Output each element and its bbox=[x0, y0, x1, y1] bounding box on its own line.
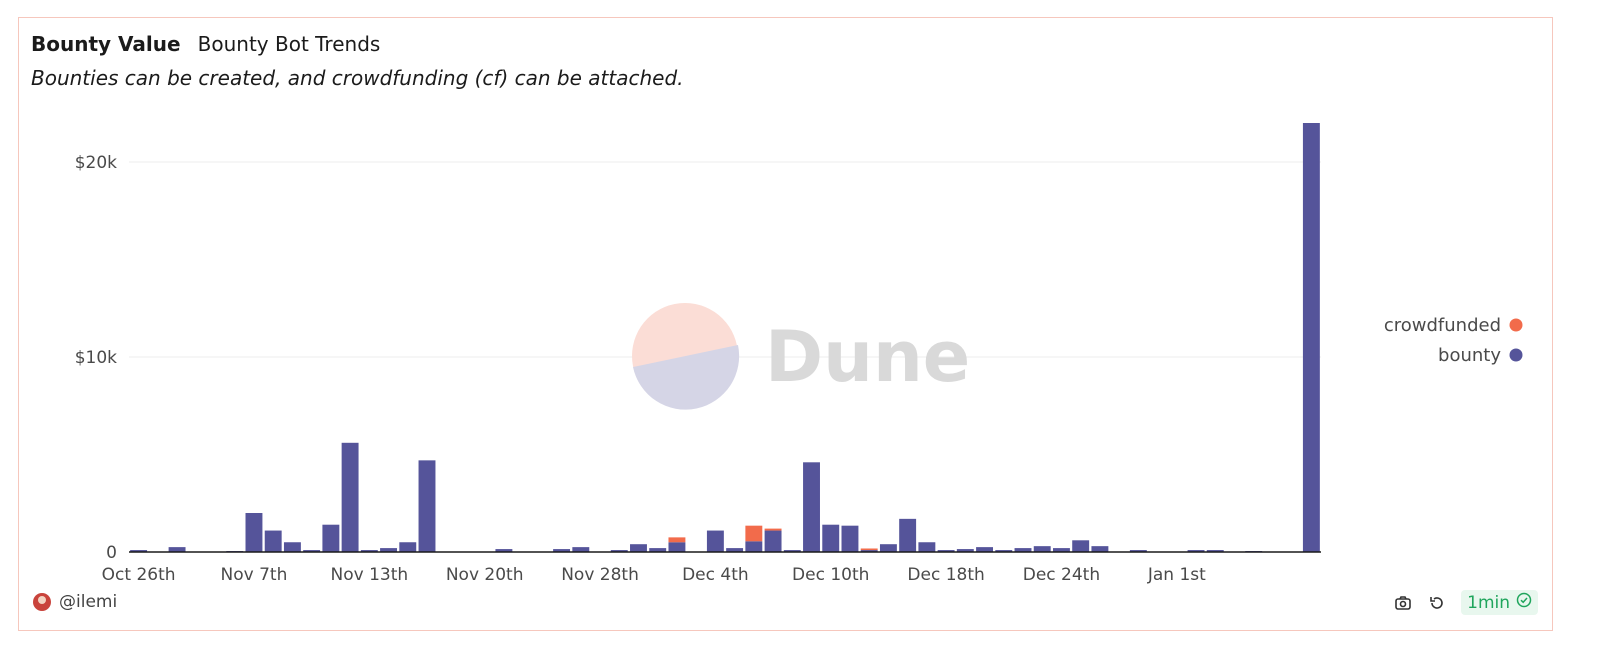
chart-title: Bounty Value bbox=[31, 32, 181, 56]
bar-bounty[interactable] bbox=[956, 549, 974, 552]
bar-bounty[interactable] bbox=[649, 548, 667, 552]
chart-card: Bounty Value Bounty Bot Trends Bounties … bbox=[18, 17, 1553, 631]
bar-bounty[interactable] bbox=[822, 524, 840, 552]
dashboard-name: Bounty Bot Trends bbox=[197, 32, 381, 56]
legend-swatch-bounty[interactable] bbox=[1509, 348, 1523, 362]
dune-watermark: Dune bbox=[632, 303, 970, 410]
x-tick-label: Dec 24th bbox=[1023, 565, 1100, 585]
x-tick-label: Dec 10th bbox=[792, 565, 869, 585]
bar-bounty[interactable] bbox=[245, 513, 263, 552]
refresh-status-badge[interactable]: 1min bbox=[1461, 590, 1538, 615]
bar-bounty[interactable] bbox=[879, 544, 897, 552]
footer-actions: 1min bbox=[1393, 590, 1538, 615]
chart-header: Bounty Value Bounty Bot Trends bbox=[31, 32, 380, 56]
bar-bounty[interactable] bbox=[899, 518, 917, 552]
bar-bounty[interactable] bbox=[1072, 540, 1090, 552]
bar-bounty[interactable] bbox=[610, 550, 628, 552]
chart-description: Bounties can be created, and crowdfundin… bbox=[31, 66, 684, 90]
bar-bounty[interactable] bbox=[668, 542, 686, 552]
bar-bounty[interactable] bbox=[1302, 123, 1320, 552]
bar-bounty[interactable] bbox=[1033, 546, 1051, 552]
bar-bounty[interactable] bbox=[1206, 550, 1224, 552]
x-tick-label: Nov 7th bbox=[221, 565, 288, 585]
bar-bounty[interactable] bbox=[360, 550, 378, 552]
bar-bounty[interactable] bbox=[380, 548, 398, 552]
dune-logo-lower-half bbox=[633, 345, 740, 410]
bar-bounty[interactable] bbox=[803, 462, 820, 552]
check-circle-icon bbox=[1516, 592, 1532, 613]
bar-bounty[interactable] bbox=[1014, 548, 1032, 552]
x-tick-label: Dec 18th bbox=[907, 565, 984, 585]
bar-bounty[interactable] bbox=[976, 547, 994, 552]
x-tick-label: Nov 28th bbox=[561, 565, 639, 585]
bar-bounty[interactable] bbox=[706, 530, 724, 552]
bar-bounty[interactable] bbox=[341, 442, 359, 552]
bar-bounty[interactable] bbox=[1187, 550, 1205, 552]
bar-bounty[interactable] bbox=[399, 542, 417, 552]
author-name[interactable]: @ilemi bbox=[59, 592, 118, 612]
legend-label-bounty: bounty bbox=[1438, 345, 1501, 366]
watermark-text: Dune bbox=[765, 316, 970, 398]
axes: 0 $10k $20k Oct 26th Nov 7th Nov 13th Nov 20th… bbox=[75, 153, 1321, 585]
bar-bounty[interactable] bbox=[495, 549, 513, 552]
bar-bounty[interactable] bbox=[322, 524, 340, 552]
bar-bounty[interactable] bbox=[860, 550, 878, 552]
bar-bounty[interactable] bbox=[841, 525, 859, 552]
avatar bbox=[33, 593, 51, 611]
bar-bounty[interactable] bbox=[418, 460, 436, 552]
bar-bounty[interactable] bbox=[995, 550, 1013, 552]
author-block[interactable]: @ilemi bbox=[33, 592, 117, 612]
legend-label-crowdfunded: crowdfunded bbox=[1384, 315, 1501, 336]
bar-bounty[interactable] bbox=[1091, 546, 1109, 552]
bar-crowdfunded[interactable] bbox=[860, 548, 878, 551]
bar-bounty[interactable] bbox=[937, 550, 955, 552]
bar-bounty[interactable] bbox=[726, 548, 744, 552]
bar-bounty[interactable] bbox=[1052, 548, 1070, 552]
bar-bounty[interactable] bbox=[168, 547, 186, 552]
y-tick-label: 0 bbox=[106, 543, 117, 563]
legend-swatch-crowdfunded[interactable] bbox=[1509, 318, 1523, 332]
x-tick-label: Dec 4th bbox=[682, 565, 749, 585]
refresh-icon[interactable] bbox=[1427, 593, 1447, 613]
legend: crowdfunded bounty bbox=[1384, 315, 1523, 366]
bar-bounty[interactable] bbox=[918, 542, 936, 552]
bar-crowdfunded[interactable] bbox=[668, 537, 686, 543]
bar-crowdfunded[interactable] bbox=[764, 528, 782, 531]
bar-bounty[interactable] bbox=[283, 542, 301, 552]
x-tick-label: Oct 26th bbox=[102, 565, 176, 585]
bar-bounty[interactable] bbox=[745, 541, 763, 552]
refresh-interval-label: 1min bbox=[1467, 592, 1510, 613]
bar-bounty[interactable] bbox=[630, 544, 647, 552]
bar-chart: Dune 0 $10k $20k Oct 26th Nov 7th Nov 13th Nov… bbox=[75, 123, 1523, 585]
bar-bounty[interactable] bbox=[264, 530, 282, 552]
bar-bounty[interactable] bbox=[764, 530, 782, 552]
bar-bounty[interactable] bbox=[783, 550, 801, 552]
y-tick-label: $20k bbox=[75, 153, 117, 173]
bar-crowdfunded[interactable] bbox=[745, 525, 763, 542]
bar-bounty[interactable] bbox=[1129, 550, 1147, 552]
bar-bounty[interactable] bbox=[572, 547, 590, 552]
y-tick-label: $10k bbox=[75, 348, 117, 368]
x-tick-label: Jan 1st bbox=[1147, 565, 1206, 585]
bar-bounty[interactable] bbox=[553, 549, 571, 552]
camera-icon[interactable] bbox=[1393, 593, 1413, 613]
bars bbox=[130, 123, 1320, 552]
bar-bounty[interactable] bbox=[130, 550, 148, 552]
bar-bounty[interactable] bbox=[303, 550, 321, 552]
x-tick-label: Nov 13th bbox=[330, 565, 408, 585]
x-tick-label: Nov 20th bbox=[446, 565, 524, 585]
